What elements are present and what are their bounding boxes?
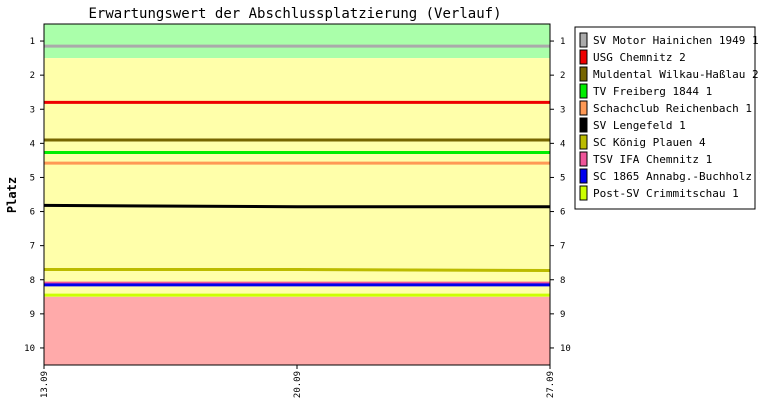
y-tick-label-left-3: 4 (30, 139, 35, 149)
y-tick-label-left-8: 9 (30, 310, 35, 320)
band-0 (44, 24, 550, 59)
y-axis-left-ticks: 1 2 3 4 5 6 7 8 9 10 (24, 37, 44, 354)
legend-label-2: Muldental Wilkau-Haßlau 2 (593, 68, 759, 81)
y-tick-label-left-4: 5 (30, 173, 35, 183)
y-tick-label-left-5: 6 (30, 208, 35, 218)
legend-swatch-3 (579, 83, 588, 99)
y-tick-label-right-4: 5 (560, 173, 565, 183)
legend-swatch-4 (579, 100, 588, 116)
y-axis-label: Platz (5, 177, 19, 213)
series-line-5 (43, 203, 550, 209)
x-tick-label-2: 27.09 (546, 371, 556, 398)
y-tick-label-right-7: 8 (560, 276, 565, 286)
x-axis-ticks: 13.09 20.09 27.09 (40, 365, 556, 398)
legend-swatch-6 (579, 134, 588, 150)
legend-label-0: SV Motor Hainichen 1949 1 (593, 34, 759, 47)
legend: SV Motor Hainichen 1949 1 USG Chemnitz 2 M… (574, 26, 760, 210)
band-1 (44, 58, 550, 297)
series-lines (43, 44, 551, 297)
plot-frame (43, 23, 551, 366)
y-tick-label-left-6: 7 (30, 242, 35, 252)
legend-swatch-9 (579, 185, 588, 201)
legend-label-6: SC König Plauen 4 (593, 136, 706, 149)
y-tick-label-right-3: 4 (560, 139, 565, 149)
legend-label-4: Schachclub Reichenbach 1 (593, 102, 752, 115)
legend-swatch-5 (579, 117, 588, 133)
y-tick-label-right-5: 6 (560, 208, 565, 218)
legend-swatch-2 (579, 66, 588, 82)
x-tick-label-0: 13.09 (40, 371, 50, 398)
y-tick-label-left-7: 8 (30, 276, 35, 286)
legend-label-3: TV Freiberg 1844 1 (593, 85, 712, 98)
background-bands (44, 24, 550, 365)
legend-swatch-1 (579, 49, 588, 65)
legend-swatch-8 (579, 168, 588, 184)
y-tick-label-right-2: 3 (560, 105, 565, 115)
y-tick-label-right-8: 9 (560, 310, 565, 320)
legend-label-7: TSV IFA Chemnitz 1 (593, 153, 712, 166)
y-tick-label-left-2: 3 (30, 105, 35, 115)
y-tick-label-left-9: 10 (24, 344, 35, 354)
y-tick-label-left-0: 1 (30, 37, 35, 47)
y-tick-label-right-1: 2 (560, 71, 565, 81)
legend-box (574, 26, 756, 210)
y-tick-label-left-1: 2 (30, 71, 35, 81)
chart-title: Erwartungswert der Abschlussplatzierung … (88, 6, 501, 22)
legend-label-1: USG Chemnitz 2 (593, 51, 686, 64)
series-line-6 (44, 268, 551, 273)
y-tick-label-right-9: 10 (560, 344, 571, 354)
y-tick-label-right-0: 1 (560, 37, 565, 47)
legend-swatch-7 (579, 151, 588, 167)
y-axis-right-ticks: 1 2 3 4 5 6 7 8 9 10 (550, 37, 571, 354)
y-tick-label-right-6: 7 (560, 242, 565, 252)
legend-swatch-0 (579, 32, 588, 48)
x-tick-label-1: 20.09 (293, 371, 303, 398)
legend-label-5: SV Lengefeld 1 (593, 119, 686, 132)
legend-label-9: Post-SV Crimmitschau 1 (593, 187, 739, 200)
legend-label-8: SC 1865 Annabg.-Buchholz 1 (593, 170, 760, 183)
band-2 (44, 296, 550, 365)
